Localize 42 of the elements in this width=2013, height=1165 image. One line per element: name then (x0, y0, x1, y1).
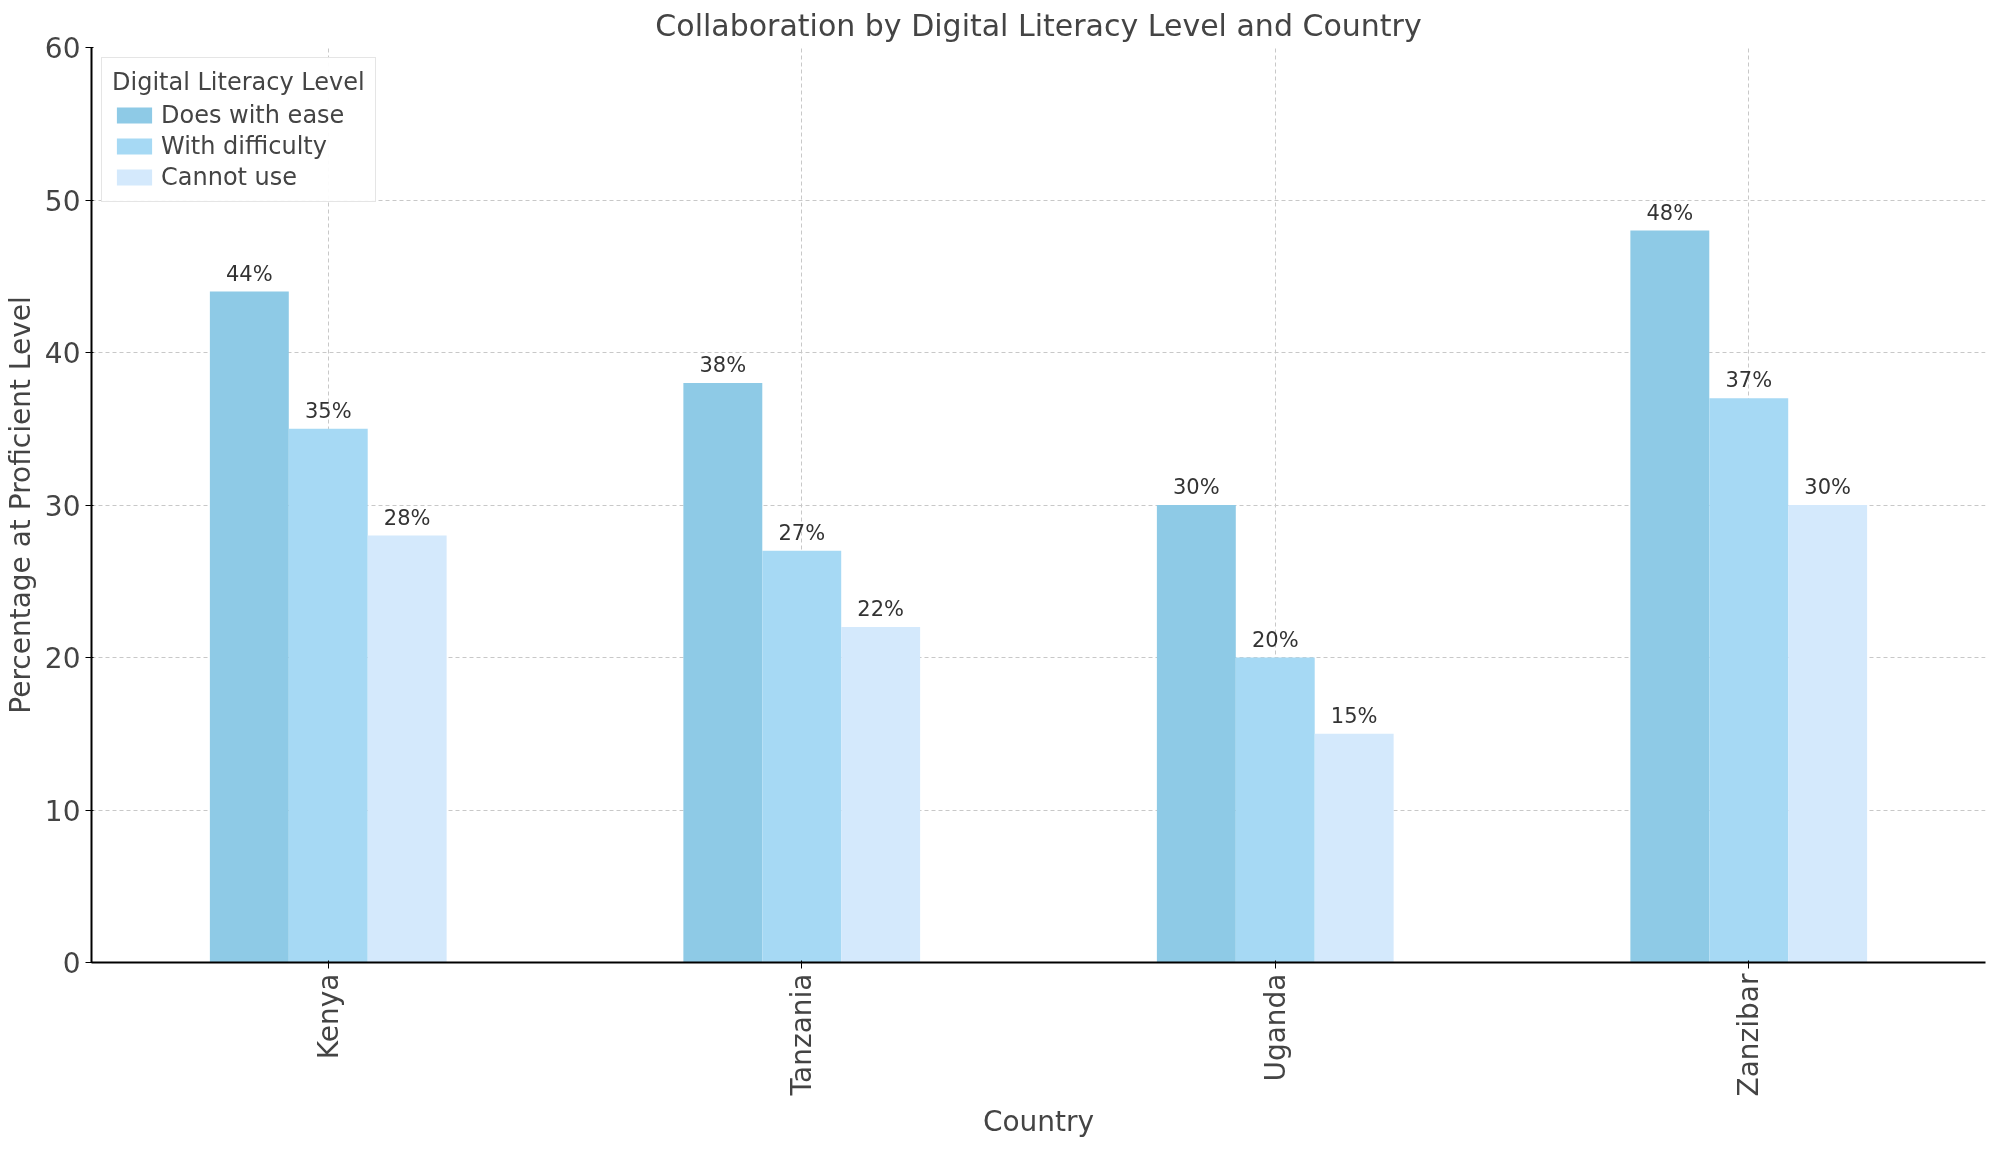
data-label: 37% (1725, 368, 1773, 393)
bar (762, 550, 842, 963)
legend-label: With difficulty (161, 132, 327, 160)
bar (1709, 398, 1789, 963)
y-tick-label: 30 (44, 489, 81, 523)
data-label: 38% (699, 353, 747, 377)
bar (841, 627, 921, 963)
y-tick-label: 20 (44, 642, 81, 675)
chart-title: Collaboration by Digital Literacy Level and Country (655, 7, 1422, 43)
x-axis-title: Country (982, 1104, 1095, 1138)
x-tick-label: Uganda (1258, 973, 1292, 1082)
legend-label: Cannot use (161, 163, 298, 191)
bar (683, 383, 763, 963)
data-label: 30% (1173, 475, 1220, 499)
bar (288, 428, 368, 963)
data-label: 30% (1804, 475, 1852, 499)
data-label: 28% (383, 505, 431, 530)
bar (1788, 505, 1868, 963)
y-tick-label: 50 (44, 184, 81, 218)
x-tick-label: Kenya (311, 973, 345, 1060)
x-tick-label: Zanzibar (1732, 973, 1766, 1097)
y-tick-label: 40 (44, 337, 81, 370)
data-label: 27% (778, 520, 826, 545)
bar (367, 535, 447, 963)
legend-title: Digital Literacy Level (112, 68, 365, 96)
y-tick-label: 0 (62, 947, 81, 980)
bar (1630, 230, 1710, 963)
x-tick-label: Tanzania (785, 973, 819, 1097)
data-label: 48% (1646, 200, 1694, 225)
data-label: 35% (304, 398, 352, 423)
y-tick-label: 60 (44, 32, 81, 65)
bar (1235, 657, 1315, 963)
bar (1156, 505, 1236, 963)
data-label: 15% (1330, 703, 1378, 728)
data-label: 20% (1251, 627, 1299, 652)
y-tick-label: 10 (44, 794, 81, 828)
legend-label: Does with ease (161, 101, 345, 129)
data-label: 44% (226, 261, 273, 286)
y-axis-title: Percentage at Proficient Level (3, 296, 37, 714)
data-label: 22% (857, 597, 905, 621)
bar (1314, 733, 1394, 963)
bar (209, 291, 289, 963)
